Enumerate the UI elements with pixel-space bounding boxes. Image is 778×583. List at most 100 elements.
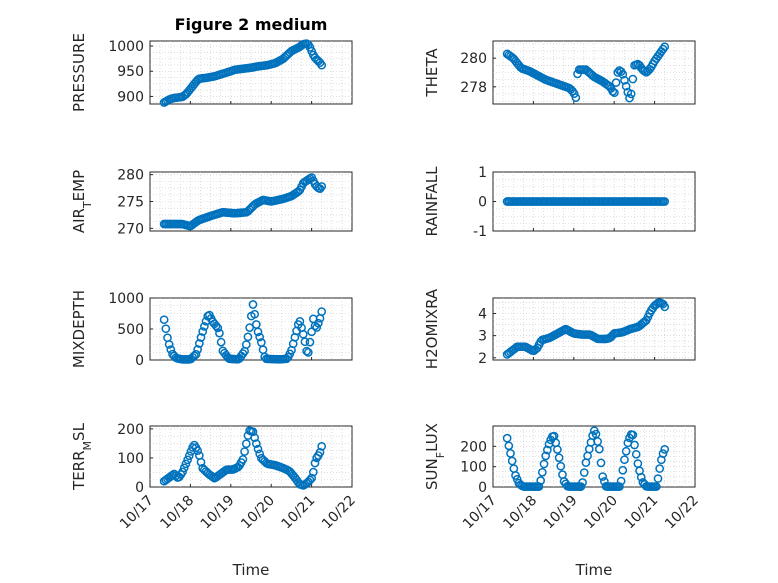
data-series <box>159 39 327 107</box>
data-point <box>621 446 631 456</box>
y-tick-label: 100 <box>460 460 487 476</box>
y-tick-label: 1000 <box>108 39 144 55</box>
data-point <box>616 476 626 486</box>
data-point <box>178 467 187 477</box>
data-point <box>251 439 261 449</box>
data-point <box>636 472 646 482</box>
data-point <box>596 458 606 468</box>
data-point <box>608 87 618 96</box>
data-point <box>543 445 552 455</box>
y-axis-label: TERRMSL <box>70 422 94 491</box>
data-point <box>302 346 311 356</box>
y-axis-label: MIXDEPTH <box>70 290 88 368</box>
data-series <box>159 426 327 490</box>
figure-title: Figure 2 medium <box>175 15 328 34</box>
data-point <box>317 60 327 70</box>
y-tick-label: 280 <box>460 51 487 67</box>
y-tick-label: 2 <box>478 351 487 367</box>
data-point <box>253 327 263 337</box>
data-point <box>305 337 315 347</box>
data-point <box>618 69 628 79</box>
data-point <box>630 440 639 450</box>
data-point <box>198 327 208 336</box>
data-point <box>159 315 169 325</box>
data-point <box>215 328 224 338</box>
data-point <box>241 340 251 349</box>
data-point <box>241 439 251 449</box>
y-tick-label: 100 <box>117 451 144 467</box>
y-tick-label: 0 <box>135 480 144 496</box>
data-point <box>534 482 544 491</box>
y-tick-label: 500 <box>117 322 144 338</box>
data-point <box>537 467 547 477</box>
data-point <box>179 463 189 473</box>
subplot-air: 270 275 280 AIRTEMP <box>70 168 353 237</box>
y-axis-label: AIRTEMP <box>70 170 94 233</box>
data-point <box>238 455 248 464</box>
data-point <box>660 197 670 206</box>
data-point <box>598 472 608 481</box>
data-point <box>553 445 562 454</box>
y-tick-label: 275 <box>117 195 144 211</box>
data-point <box>579 468 589 477</box>
data-point <box>539 459 549 469</box>
data-point <box>610 88 619 98</box>
y-tick-label: 0 <box>478 195 487 211</box>
data-point <box>307 473 316 483</box>
data-series <box>502 298 670 359</box>
subplot-h2omixra: 2 3 4 H2OMIXRA <box>423 288 696 369</box>
data-point <box>594 444 604 454</box>
data-series <box>159 173 327 231</box>
data-point <box>640 66 649 76</box>
data-point <box>631 449 641 459</box>
data-point <box>303 348 313 357</box>
data-point <box>628 430 638 440</box>
data-point <box>310 458 320 468</box>
data-point <box>621 81 631 91</box>
data-point <box>655 464 665 473</box>
y-tick-label: -1 <box>473 224 487 240</box>
data-point <box>161 324 171 334</box>
y-tick-label: 270 <box>117 221 144 237</box>
data-point <box>611 78 621 87</box>
data-point <box>193 446 203 456</box>
data-point <box>308 467 318 477</box>
y-tick-label: 4 <box>478 307 487 323</box>
y-tick-label: 0 <box>135 353 144 369</box>
data-point <box>653 474 663 483</box>
y-axis-label: RAINFALL <box>423 166 441 237</box>
data-point <box>181 459 191 469</box>
data-point <box>255 332 265 342</box>
data-point <box>240 447 249 456</box>
data-point <box>300 337 310 347</box>
x-axis-label-left: Time <box>232 561 270 579</box>
subplot-rainfall: -1 0 1 RAINFALL <box>423 165 696 240</box>
grid <box>150 298 352 360</box>
data-point <box>250 433 259 443</box>
data-point <box>554 453 564 463</box>
data-series <box>502 426 670 491</box>
data-point <box>626 89 636 99</box>
data-point <box>194 339 204 348</box>
y-tick-label: 950 <box>117 64 144 80</box>
subplot-pressure: 900 950 1000 PRESSURE <box>70 33 353 112</box>
data-point <box>164 340 174 349</box>
data-point <box>317 307 327 316</box>
data-point <box>193 345 203 354</box>
data-point <box>541 451 551 461</box>
data-point <box>245 323 254 332</box>
data-point <box>569 89 579 98</box>
y-tick-label: 280 <box>117 168 144 184</box>
y-tick-label: 0 <box>478 480 487 496</box>
data-point <box>216 337 226 347</box>
y-tick-label: 1000 <box>108 291 144 307</box>
y-tick-label: 1 <box>478 165 487 181</box>
y-tick-label: 200 <box>117 422 144 438</box>
data-point <box>317 441 327 451</box>
data-point <box>651 482 661 491</box>
y-axis-label: PRESSURE <box>70 33 88 112</box>
y-axis-label: THETA <box>423 48 441 98</box>
data-series <box>502 197 670 206</box>
data-point <box>250 309 259 319</box>
